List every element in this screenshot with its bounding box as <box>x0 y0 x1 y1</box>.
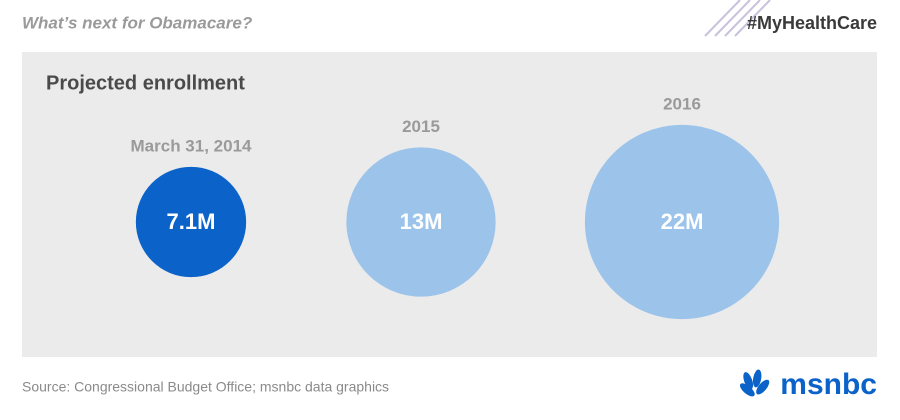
source: Source: Congressional Budget Office; msn… <box>22 379 389 395</box>
stripes <box>704 0 771 37</box>
category-label: 2016 <box>663 94 701 113</box>
bubble <box>346 147 496 297</box>
logo: msnbc <box>780 368 877 401</box>
value-label: 13M <box>400 209 443 234</box>
bubble <box>135 166 247 278</box>
bubble <box>584 124 780 320</box>
value-label: 22M <box>661 209 704 234</box>
category-label: March 31, 2014 <box>131 136 253 155</box>
category-label: 2015 <box>402 117 440 136</box>
header-title: What’s next for Obamacare? <box>22 13 253 32</box>
value-label: 7.1M <box>167 209 216 234</box>
chart-title: Projected enrollment <box>46 72 245 94</box>
hashtag: #MyHealthCare <box>747 13 877 33</box>
logo-icon <box>739 369 770 397</box>
